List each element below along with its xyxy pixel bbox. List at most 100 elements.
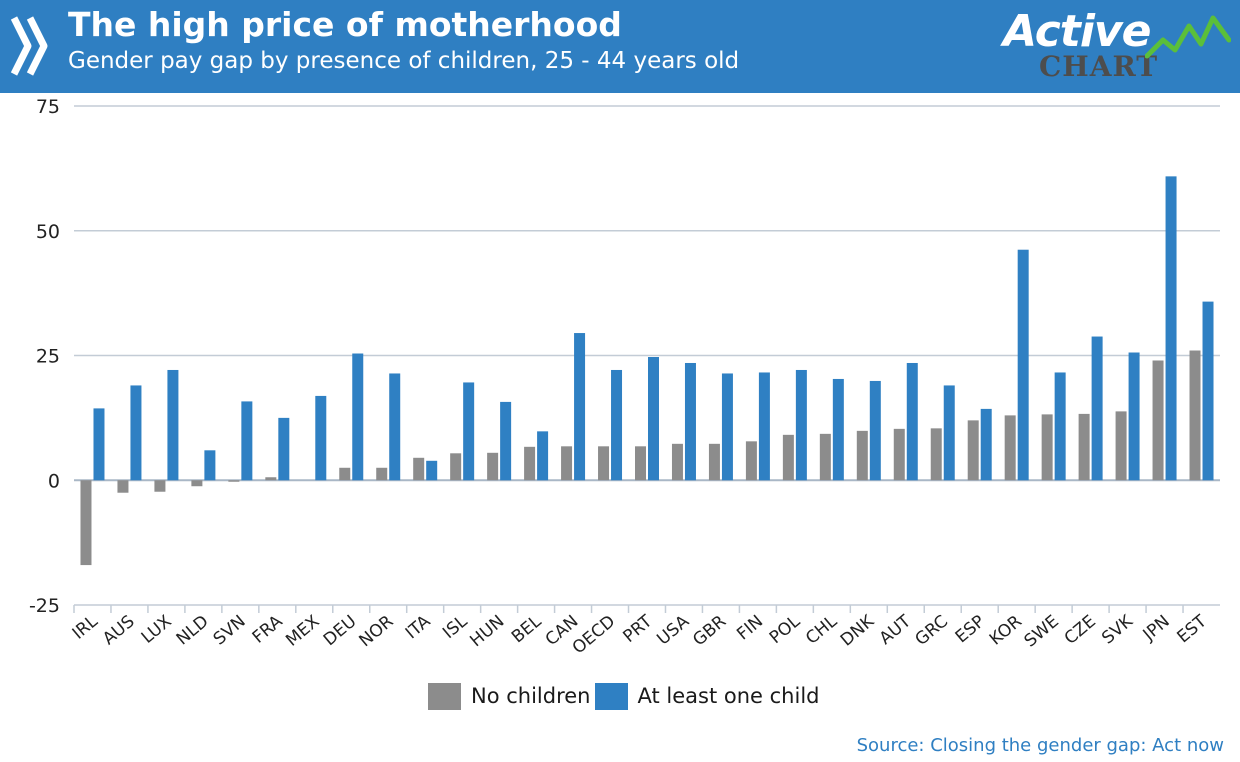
bar-one-child-isl — [463, 382, 475, 481]
bar-one-child-jpn — [1165, 176, 1177, 481]
legend-item-no-children: No children — [428, 682, 591, 710]
bar-no-children-lux — [154, 480, 166, 492]
bar-one-child-cze — [1091, 336, 1103, 481]
bar-one-child-svk — [1128, 352, 1140, 481]
chart-subtitle: Gender pay gap by presence of children, … — [68, 48, 740, 74]
bar-no-children-nld — [191, 480, 203, 487]
bar-one-child-mex — [315, 395, 327, 481]
x-tick-label-chl: CHL — [802, 611, 841, 649]
logo-word-active: Active — [1003, 6, 1151, 57]
bar-one-child-deu — [352, 353, 364, 481]
bar-one-child-lux — [167, 369, 179, 481]
bar-no-children-svk — [1115, 411, 1127, 481]
bar-no-children-esp — [967, 420, 979, 481]
x-tick-label-isl: ISL — [439, 611, 472, 643]
x-tick-label-aus: AUS — [99, 612, 139, 650]
bar-one-child-fin — [758, 372, 770, 481]
x-tick-label-nld: NLD — [173, 612, 213, 650]
bar-one-child-chl — [832, 378, 844, 481]
bar-one-child-dnk — [869, 380, 881, 481]
bar-one-child-prt — [648, 356, 659, 481]
x-tick-label-gbr: GBR — [689, 611, 730, 650]
x-tick-label-usa: USA — [653, 611, 693, 649]
bar-one-child-grc — [943, 385, 955, 481]
bar-one-child-aut — [906, 362, 918, 481]
x-tick-label-fra: FRA — [249, 611, 287, 647]
trend-line-icon — [1145, 15, 1231, 59]
bar-no-children-hun — [487, 452, 499, 481]
bar-one-child-nor — [389, 373, 401, 481]
double-chevron-icon — [10, 16, 48, 76]
bar-no-children-aut — [893, 428, 905, 481]
y-axis-ticks: -25 0 25 50 75 — [29, 96, 60, 617]
x-tick-label-swe: SWE — [1021, 612, 1063, 652]
x-tick-label-cze: CZE — [1061, 612, 1100, 649]
legend-item-one-child: At least one child — [594, 682, 820, 710]
y-tick-label: 75 — [36, 96, 60, 118]
bar-no-children-kor — [1004, 415, 1016, 481]
y-tick-label: 0 — [48, 470, 60, 492]
bar-one-child-bel — [537, 431, 549, 481]
legend-swatch-one-child — [594, 682, 628, 710]
x-tick-label-aut: AUT — [876, 611, 916, 649]
logo-word-chart: CHART — [1039, 50, 1159, 83]
bar-no-children-est — [1189, 350, 1201, 481]
bar-one-child-nld — [204, 450, 216, 481]
x-tick-label-esp: ESP — [952, 612, 989, 648]
bar-one-child-can — [574, 333, 586, 481]
bar-no-children-isl — [450, 453, 462, 481]
x-tick-label-prt: PRT — [619, 611, 656, 647]
bar-one-child-fra — [278, 417, 290, 481]
x-tick-label-pol: POL — [766, 611, 805, 648]
bar-no-children-usa — [671, 443, 683, 481]
bar-no-children-swe — [1041, 414, 1053, 481]
x-tick-label-svk: SVK — [1098, 611, 1137, 648]
x-tick-label-irl: IRL — [69, 611, 102, 644]
x-tick-label-ita: ITA — [402, 611, 435, 643]
x-tick-label-est: EST — [1173, 611, 1211, 647]
source-note: Source: Closing the gender gap: Act now — [856, 735, 1224, 756]
bar-no-children-prt — [635, 446, 646, 481]
bar-no-children-pol — [782, 434, 794, 481]
bar-no-children-cze — [1078, 413, 1090, 481]
legend-swatch-no-children — [428, 682, 461, 710]
bar-one-child-usa — [684, 362, 696, 481]
bar-one-child-pol — [795, 369, 807, 481]
legend-label-no-children: No children — [471, 684, 591, 708]
x-tick-label-grc: GRC — [912, 612, 952, 650]
bar-no-children-svn — [228, 480, 240, 482]
bar-no-children-ita — [413, 457, 425, 481]
chart-title: The high price of motherhood — [68, 5, 622, 44]
x-tick-label-svn: SVN — [210, 612, 250, 650]
x-tick-label-mex: MEX — [282, 611, 324, 650]
x-tick-label-deu: DEU — [320, 612, 361, 651]
bar-no-children-fin — [745, 441, 757, 481]
x-tick-label-dnk: DNK — [837, 611, 879, 651]
bar-one-child-gbr — [721, 373, 733, 481]
chart-header: The high price of motherhood Gender pay … — [0, 0, 1240, 93]
bar-no-children-gbr — [708, 443, 720, 481]
bar-one-child-hun — [500, 401, 512, 481]
x-tick-label-jpn: JPN — [1139, 612, 1174, 646]
bar-no-children-can — [561, 446, 573, 481]
x-tick-label-kor: KOR — [986, 611, 1026, 649]
bar-one-child-svn — [241, 401, 253, 481]
bar-no-children-nor — [376, 467, 388, 481]
active-chart-logo: Active CHART — [975, 4, 1237, 90]
bar-no-children-chl — [819, 433, 831, 481]
x-tick-label-hun: HUN — [466, 612, 508, 652]
bar-no-children-irl — [80, 480, 92, 566]
bar-no-children-bel — [524, 446, 536, 481]
x-tick-label-nor: NOR — [356, 611, 398, 651]
bar-no-children-dnk — [856, 430, 868, 481]
bar-one-child-oecd — [611, 369, 623, 481]
bars — [80, 176, 1214, 566]
y-tick-label: -25 — [29, 595, 60, 617]
legend: No children At least one child — [428, 681, 820, 711]
x-tick-label-lux: LUX — [138, 611, 176, 648]
legend-label-one-child: At least one child — [637, 684, 820, 708]
bar-one-child-kor — [1017, 249, 1029, 481]
bar-no-children-fra — [265, 477, 277, 481]
